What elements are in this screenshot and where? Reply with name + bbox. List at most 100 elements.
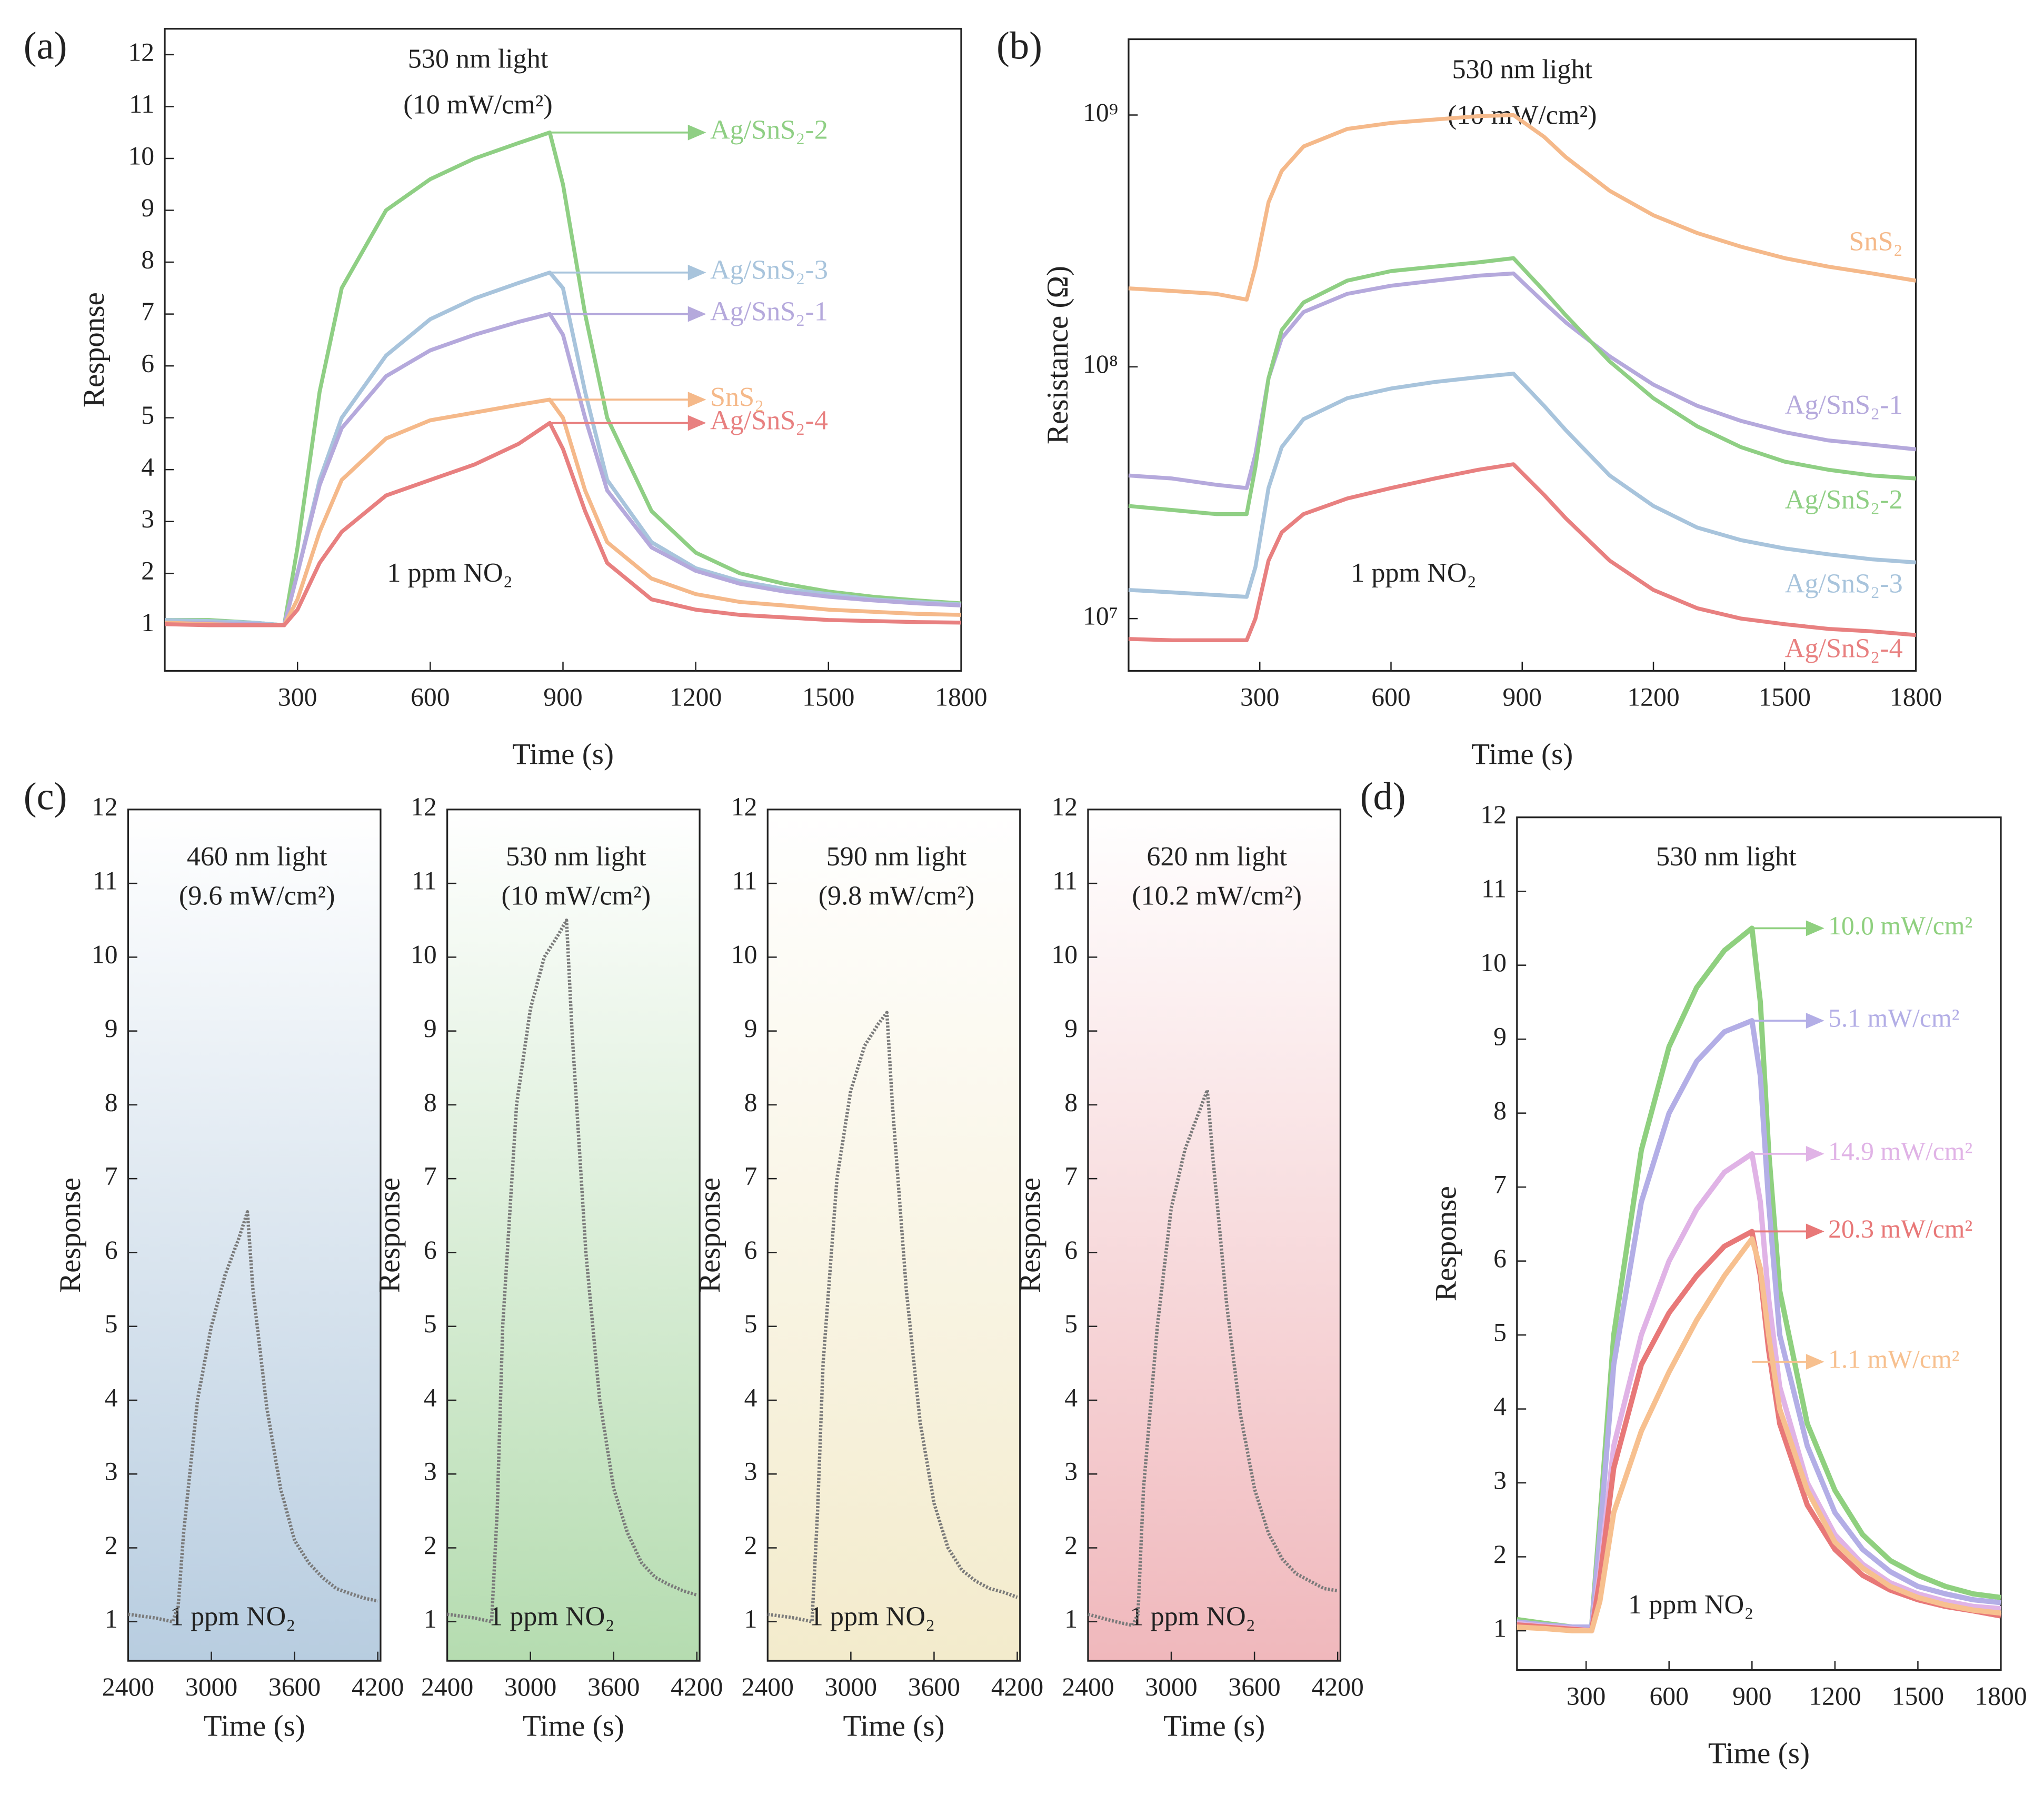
data-line <box>1128 462 1916 643</box>
x-tick-label: 1200 <box>1627 683 1679 712</box>
arrow-head <box>687 306 706 322</box>
subtitle: (9.8 mW/cm²) <box>819 881 975 911</box>
plot-frame <box>446 809 701 1662</box>
panel-label: (c) <box>24 775 67 819</box>
y-tick-label: 11 <box>129 89 154 118</box>
y-tick-label: 6 <box>1493 1244 1507 1273</box>
y-tick-label: 12 <box>128 37 154 66</box>
data-line <box>165 130 962 627</box>
y-tick-label: 5 <box>1064 1309 1078 1338</box>
panel-label: (d) <box>1360 775 1406 819</box>
y-tick-label: 4 <box>744 1383 757 1412</box>
plot-frame <box>127 809 382 1662</box>
y-tick-label: 4 <box>1493 1392 1507 1421</box>
y-tick-label: 10 <box>411 940 437 969</box>
x-tick-label: 2400 <box>1062 1672 1114 1701</box>
x-tick-label: 1500 <box>1892 1682 1944 1711</box>
x-tick-label: 3600 <box>1228 1672 1280 1701</box>
y-tick-label: 8 <box>1493 1096 1507 1125</box>
x-tick-label: 300 <box>1240 683 1280 712</box>
plot-background <box>1088 809 1341 1661</box>
y-tick-label: 3 <box>744 1457 757 1486</box>
y-tick-label: 10 <box>1480 948 1507 977</box>
x-tick-label: 3000 <box>825 1672 877 1701</box>
series-label: Ag/SnS₂-4 <box>1785 633 1903 663</box>
arrow-head <box>1806 1013 1824 1029</box>
arrow-head <box>687 124 706 141</box>
y-tick-label: 1 <box>1493 1613 1507 1642</box>
plot-background <box>767 809 1020 1661</box>
y-tick-label: 2 <box>141 556 154 585</box>
y-tick-label: 1 <box>141 608 154 637</box>
plot-frame <box>1087 809 1342 1662</box>
subtitle: (9.6 mW/cm²) <box>179 881 335 911</box>
series-label: SnS₂ <box>1849 226 1902 256</box>
data-line <box>1517 1236 2001 1633</box>
y-axis-label: Response <box>77 292 111 407</box>
y-tick-label: 9 <box>1493 1022 1507 1051</box>
y-tick-label: 4 <box>424 1383 437 1412</box>
annotation: 1 ppm NO₂ <box>387 558 512 588</box>
y-tick-label: 5 <box>105 1309 118 1338</box>
y-axis-label: Response <box>693 1178 726 1293</box>
series-label: Ag/SnS₂-2 <box>710 115 828 145</box>
y-tick-label: 3 <box>105 1457 118 1486</box>
x-tick-label: 4200 <box>671 1672 723 1701</box>
plot-background <box>447 809 700 1661</box>
x-tick-label: 900 <box>1732 1682 1772 1711</box>
x-tick-label: 4200 <box>1311 1672 1363 1701</box>
arrow-head <box>1806 1223 1824 1240</box>
arrow-head <box>687 264 706 281</box>
series-label: 14.9 mW/cm² <box>1828 1136 1972 1165</box>
y-tick-label: 1 <box>105 1604 118 1633</box>
title: 620 nm light <box>1146 842 1287 872</box>
x-tick-label: 4200 <box>352 1672 404 1701</box>
x-tick-label: 900 <box>1502 683 1542 712</box>
y-tick-label: 2 <box>424 1531 437 1560</box>
series-label: 5.1 mW/cm² <box>1828 1003 1959 1032</box>
panel-label: (a) <box>24 25 67 68</box>
y-tick-label: 1 <box>1064 1604 1078 1633</box>
y-tick-label: 8 <box>141 245 154 274</box>
arrow-head <box>1806 1146 1824 1162</box>
y-tick-label: 4 <box>105 1383 118 1412</box>
annotation: 1 ppm NO₂ <box>1130 1602 1255 1632</box>
x-tick-label: 3000 <box>185 1672 237 1701</box>
y-tick-label: 12 <box>731 792 757 821</box>
title: 530 nm light <box>1452 55 1592 85</box>
y-tick-label: 3 <box>424 1457 437 1486</box>
data-line <box>164 312 962 627</box>
data-line <box>1517 1018 2001 1630</box>
series-label: Ag/SnS₂-3 <box>710 255 828 285</box>
y-tick-label: 5 <box>744 1309 757 1338</box>
y-tick-label: 5 <box>1493 1318 1507 1347</box>
data-line <box>1128 113 1917 302</box>
y-tick-label: 2 <box>1064 1531 1078 1560</box>
y-tick-label: 4 <box>141 453 154 482</box>
arrow-head <box>687 415 706 431</box>
y-tick-label: 12 <box>411 792 437 821</box>
y-tick-label: 1 <box>744 1604 757 1633</box>
data-line <box>767 1011 1018 1624</box>
y-tick-label: 11 <box>1052 866 1078 895</box>
series-label: 10.0 mW/cm² <box>1828 911 1972 940</box>
x-tick-label: 1800 <box>1890 683 1942 712</box>
annotation: 1 ppm NO₂ <box>489 1602 614 1632</box>
y-tick-label: 7 <box>424 1162 437 1191</box>
title: 530 nm light <box>408 44 549 74</box>
y-tick-label: 11 <box>732 866 757 895</box>
x-tick-label: 3000 <box>504 1672 556 1701</box>
title: 590 nm light <box>826 842 967 872</box>
x-axis-label: Time (s) <box>843 1709 944 1742</box>
annotation: 1 ppm NO₂ <box>1628 1590 1753 1620</box>
x-tick-label: 2400 <box>102 1672 154 1701</box>
y-tick-label: 7 <box>141 297 154 326</box>
y-tick-label: 3 <box>1064 1457 1078 1486</box>
x-tick-label: 4200 <box>991 1672 1043 1701</box>
subtitle: (10 mW/cm²) <box>502 881 651 911</box>
plot-frame <box>164 28 962 672</box>
subtitle: (10 mW/cm²) <box>403 90 553 120</box>
y-tick-label: 7 <box>744 1162 757 1191</box>
series-label: Ag/SnS₂-1 <box>1785 390 1903 420</box>
x-axis-label: Time (s) <box>523 1709 624 1742</box>
